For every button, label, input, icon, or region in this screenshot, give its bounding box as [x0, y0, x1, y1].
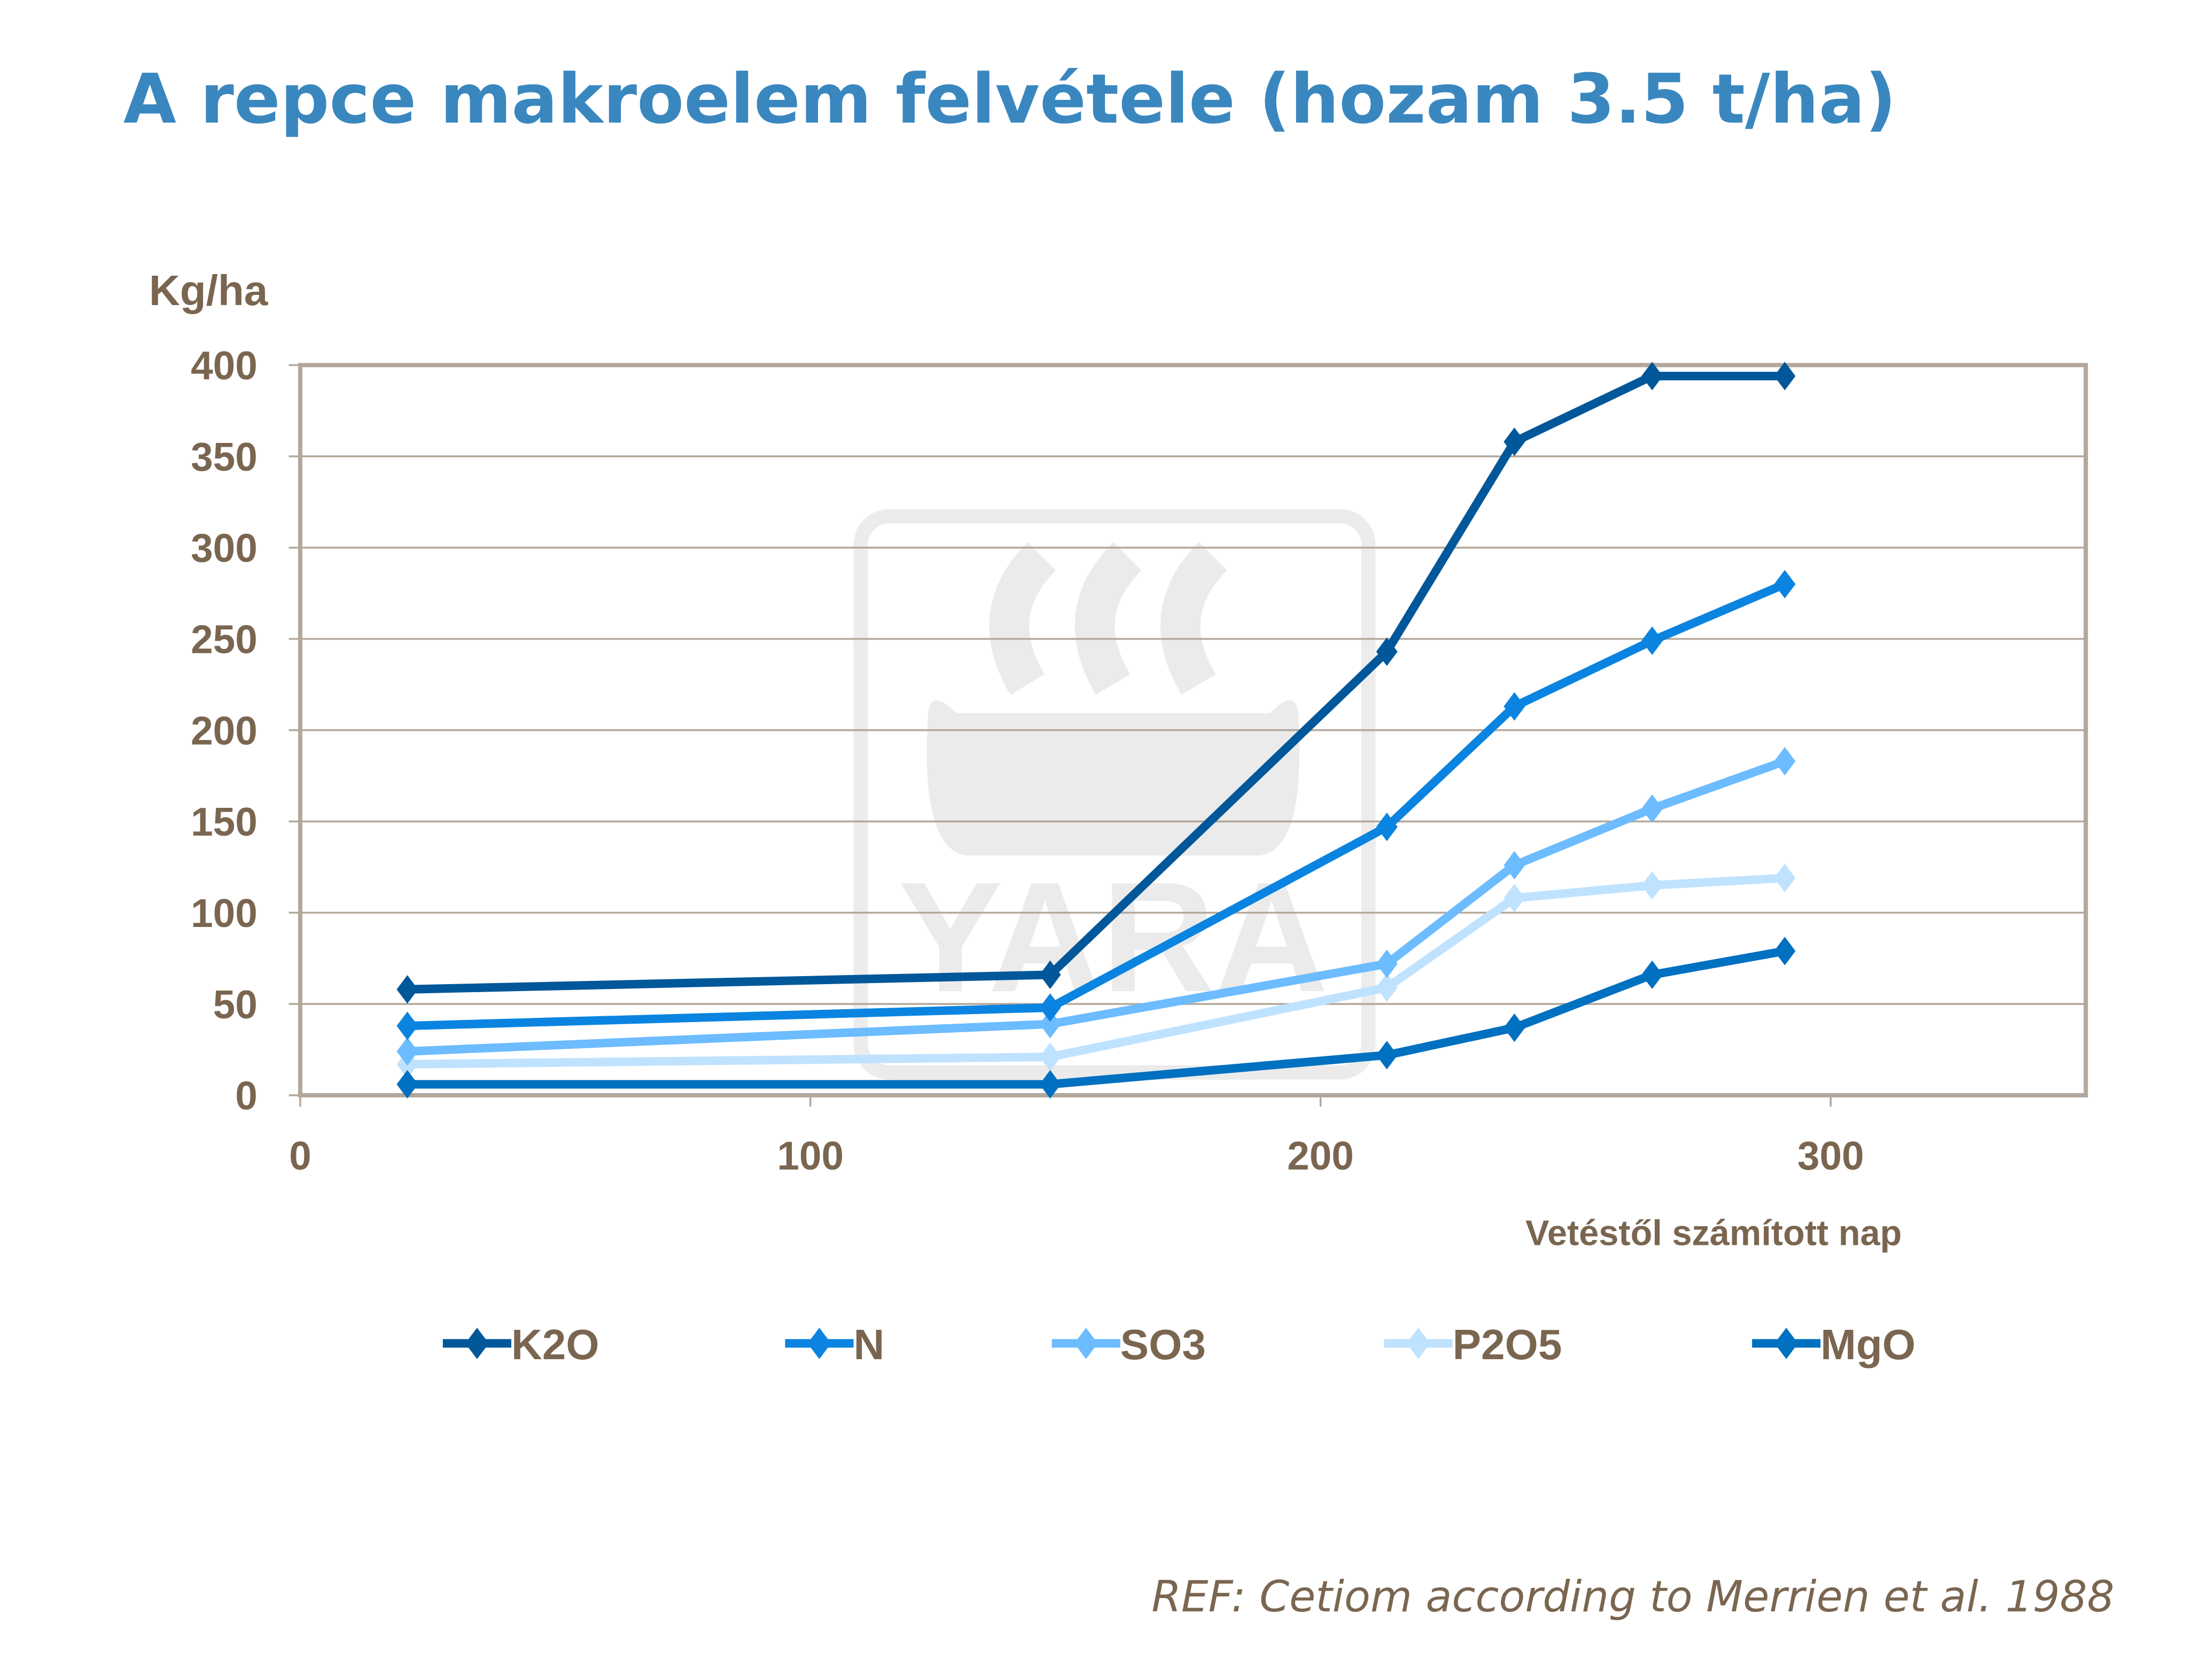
reference-note: REF: Cetiom according to Merrien et al. …: [1151, 1572, 2114, 1622]
y-tick-label: 400: [191, 343, 258, 388]
x-tick-label: 100: [777, 1133, 844, 1178]
legend-label: SO3: [1120, 1321, 1206, 1368]
x-tick-label: 0: [289, 1133, 311, 1178]
y-tick-label: 100: [191, 891, 258, 936]
legend-label: MgO: [1820, 1321, 1915, 1368]
legend-item-N: N: [785, 1321, 884, 1368]
y-tick-label: 200: [191, 708, 258, 753]
data-point-SO3: [396, 1037, 418, 1066]
y-axis-label: Kg/ha: [149, 267, 269, 314]
series-line-P2O5: [407, 874, 1785, 1069]
data-point-P2O5: [1774, 863, 1796, 893]
data-point-K2O: [1641, 362, 1663, 391]
legend-marker-diamond-icon: [1774, 1328, 1798, 1359]
series-line-N: [407, 580, 1787, 1031]
series-line-MgO: [407, 947, 1786, 1089]
y-tick-label: 300: [191, 526, 258, 571]
yara-watermark-logo: YARA: [853, 509, 1376, 1080]
legend-label: K2O: [511, 1321, 599, 1368]
data-point-SO3: [1774, 747, 1796, 776]
y-tick-label: 0: [235, 1073, 258, 1118]
legend-item-MgO: MgO: [1752, 1321, 1915, 1368]
data-point-P2O5: [1641, 871, 1663, 900]
y-tick-label: 250: [191, 617, 258, 662]
data-point-MgO: [1641, 960, 1663, 989]
data-point-K2O: [1039, 960, 1061, 989]
legend-label: P2O5: [1453, 1321, 1562, 1368]
data-point-N: [1774, 570, 1796, 599]
y-tick-label: 150: [191, 799, 258, 844]
legend-marker-diamond-icon: [1406, 1328, 1430, 1359]
data-point-P2O5: [1376, 973, 1398, 1002]
data-point-K2O: [1774, 362, 1796, 391]
plot-frame: [298, 363, 2088, 1097]
legend-marker-diamond-icon: [807, 1328, 831, 1359]
data-point-N: [396, 1011, 418, 1040]
x-axis-label: Vetéstől számított nap: [1525, 1213, 1902, 1253]
x-tick-label: 200: [1287, 1133, 1354, 1178]
legend-label: N: [854, 1321, 885, 1368]
legend-marker-diamond-icon: [465, 1328, 489, 1359]
legend-item-SO3: SO3: [1052, 1321, 1206, 1368]
data-point-SO3: [1039, 1010, 1061, 1039]
data-point-P2O5: [1039, 1042, 1061, 1071]
data-point-SO3: [1641, 794, 1663, 823]
data-point-MgO: [1774, 937, 1796, 965]
y-tick-label: 50: [213, 982, 258, 1027]
data-point-MgO: [1376, 1041, 1398, 1070]
legend-item-P2O5: P2O5: [1384, 1321, 1562, 1368]
data-point-N: [1039, 993, 1061, 1022]
chart-title: A repce makroelem felvétele (hozam 3.5 t…: [123, 60, 1896, 139]
watermark-text: YARA: [898, 850, 1328, 1025]
legend-marker-diamond-icon: [1074, 1328, 1098, 1359]
series-line-SO3: [407, 757, 1787, 1056]
x-tick-label: 300: [1797, 1133, 1864, 1178]
data-point-N: [1641, 626, 1663, 655]
data-point-K2O: [396, 975, 418, 1004]
y-tick-label: 350: [191, 434, 258, 479]
legend-item-K2O: K2O: [442, 1321, 599, 1368]
data-point-MgO: [1504, 1013, 1525, 1042]
series-line-K2O: [407, 371, 1785, 994]
